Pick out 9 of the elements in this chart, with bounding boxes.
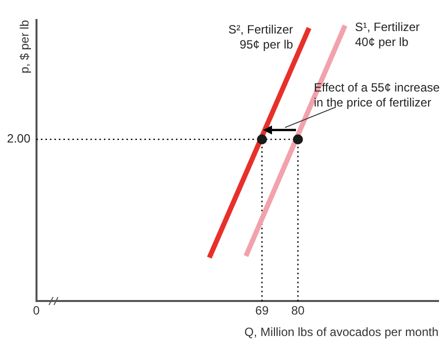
annotation: Effect of a 55¢ increase in the price of fertilizer (314, 80, 440, 110)
x-axis-title: Q, Million lbs of avocados per month (244, 325, 438, 340)
x-tick-label: 80 (291, 304, 305, 318)
y-axis-title: p, $ per lb (18, 20, 32, 74)
series-label: S², Fertilizer 95¢ per lb (228, 22, 294, 52)
annotation: 2.00 (7, 132, 31, 146)
x-tick-label: 0 (33, 304, 40, 318)
series-label: S¹, Fertilizer 40¢ per lb (355, 20, 420, 49)
x-tick-label: 69 (255, 304, 269, 318)
